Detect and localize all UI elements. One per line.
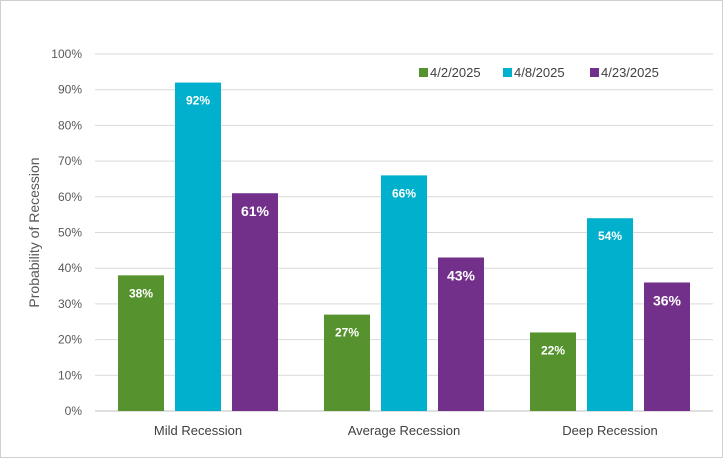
legend-label: 4/23/2025 bbox=[601, 65, 659, 80]
legend-label: 4/8/2025 bbox=[514, 65, 565, 80]
bar bbox=[232, 193, 278, 411]
legend-swatch bbox=[419, 68, 428, 77]
bar bbox=[175, 82, 221, 411]
data-label: 66% bbox=[392, 186, 416, 200]
legend-swatch bbox=[590, 68, 599, 77]
bar bbox=[438, 257, 484, 411]
data-labels: 38% 92% 61% 27% 66% 43% 22% 54% 36% bbox=[129, 94, 682, 358]
y-tick-label: 80% bbox=[58, 118, 82, 132]
data-label: 36% bbox=[653, 292, 682, 308]
bars bbox=[118, 82, 690, 411]
y-axis-label: Probability of Recession bbox=[26, 157, 42, 307]
y-tick-label: 50% bbox=[58, 226, 82, 240]
y-tick-label: 70% bbox=[58, 154, 82, 168]
bar bbox=[118, 275, 164, 411]
y-tick-label: 100% bbox=[51, 47, 82, 61]
y-tick-label: 30% bbox=[58, 297, 82, 311]
bar bbox=[587, 218, 633, 411]
legend-label: 4/2/2025 bbox=[430, 65, 481, 80]
data-label: 38% bbox=[129, 286, 153, 300]
legend-swatch bbox=[503, 68, 512, 77]
data-label: 27% bbox=[335, 326, 359, 340]
data-label: 92% bbox=[186, 94, 210, 108]
bar bbox=[644, 282, 690, 411]
category-label: Deep Recession bbox=[562, 423, 657, 438]
y-tick-label: 60% bbox=[58, 190, 82, 204]
y-tick-label: 10% bbox=[58, 368, 82, 382]
category-label: Average Recession bbox=[348, 423, 461, 438]
bar bbox=[530, 332, 576, 411]
data-label: 43% bbox=[447, 267, 476, 283]
y-tick-label: 40% bbox=[58, 261, 82, 275]
category-labels: Mild Recession Average Recession Deep Rece… bbox=[154, 423, 658, 438]
data-label: 54% bbox=[598, 229, 622, 243]
y-tick-label: 20% bbox=[58, 333, 82, 347]
bar bbox=[324, 314, 370, 411]
y-axis-ticks: 0% 10% 20% 30% 40% 50% 60% 70% 80% 90% 100% bbox=[51, 47, 82, 418]
legend: 4/2/2025 4/8/2025 4/23/2025 bbox=[419, 65, 659, 80]
category-label: Mild Recession bbox=[154, 423, 242, 438]
data-label: 61% bbox=[241, 203, 270, 219]
y-tick-label: 0% bbox=[65, 404, 83, 418]
data-label: 22% bbox=[541, 343, 565, 357]
y-tick-label: 90% bbox=[58, 83, 82, 97]
bar bbox=[381, 175, 427, 411]
